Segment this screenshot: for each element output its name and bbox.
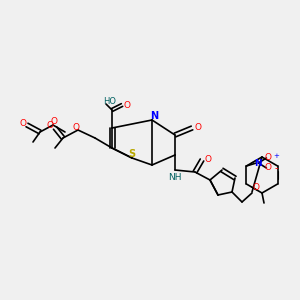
- Text: O: O: [46, 122, 53, 130]
- Text: +: +: [274, 153, 279, 159]
- Text: O: O: [50, 118, 58, 127]
- Text: O: O: [253, 184, 260, 193]
- Text: -: -: [275, 163, 278, 173]
- Text: O: O: [73, 122, 80, 131]
- Text: O: O: [194, 124, 202, 133]
- Text: HO: HO: [103, 98, 116, 106]
- Text: O: O: [265, 154, 272, 163]
- Text: O: O: [205, 155, 212, 164]
- Text: N: N: [255, 158, 262, 167]
- Text: O: O: [20, 118, 26, 127]
- Text: O: O: [265, 164, 272, 172]
- Text: NH: NH: [168, 173, 182, 182]
- Text: S: S: [128, 149, 136, 159]
- Text: N: N: [150, 111, 158, 121]
- Text: O: O: [124, 101, 130, 110]
